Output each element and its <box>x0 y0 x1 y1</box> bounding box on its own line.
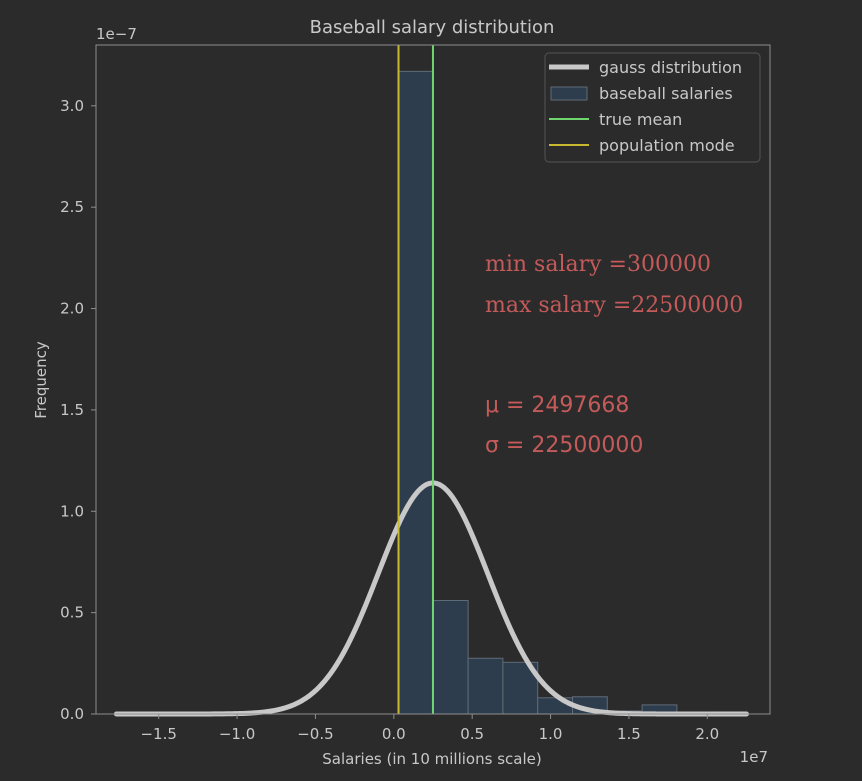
legend: gauss distribution baseball salaries tru… <box>544 52 761 163</box>
histogram-bars <box>398 70 747 715</box>
legend-box <box>544 52 761 163</box>
axes-layer: −1.5 −1.0 −0.5 0.0 0.5 1.0 1.5 2.0 0.0 0.5 1.0 1.5 2… <box>60 44 771 743</box>
x-tick-label-6: 1.5 <box>617 725 641 743</box>
y-axis-label: Frequency <box>32 341 50 419</box>
y-tick-label-3: 1.5 <box>60 401 84 419</box>
x-tick-label-0: −1.5 <box>140 725 176 743</box>
y-tick-label-4: 2.0 <box>60 300 84 318</box>
histogram-bar-2 <box>467 657 504 715</box>
y-tick-label-6: 3.0 <box>60 97 84 115</box>
legend-mean-label: true mean <box>599 110 682 129</box>
y-offset-label: 1e−7 <box>96 25 137 43</box>
legend-gauss-label: gauss distribution <box>599 58 742 77</box>
x-axis-label: Salaries (in 10 millions scale) <box>322 750 541 768</box>
x-tick-label-3: 0.0 <box>382 725 406 743</box>
annotations: min salary =300000 max salary =22500000 … <box>485 252 743 458</box>
x-tick-label-2: −0.5 <box>297 725 333 743</box>
histogram-bar-1 <box>432 599 469 715</box>
annotation-min-salary: min salary =300000 <box>485 252 711 277</box>
legend-salaries-label: baseball salaries <box>599 84 733 103</box>
y-tick-label-0: 0.0 <box>60 705 84 723</box>
y-tick-label-2: 1.0 <box>60 502 84 520</box>
legend-salaries-swatch <box>550 86 588 101</box>
x-tick-label-1: −1.0 <box>219 725 255 743</box>
y-tick-label-5: 2.5 <box>60 198 84 216</box>
vertical-lines-layer <box>397 45 434 714</box>
annotation-max-salary: max salary =22500000 <box>485 293 743 318</box>
legend-mode-label: population mode <box>599 136 735 155</box>
annotation-sigma: σ = 22500000 <box>485 433 643 458</box>
x-tick-label-5: 1.0 <box>539 725 563 743</box>
x-tick-label-7: 2.0 <box>695 725 719 743</box>
histogram-bar-0 <box>398 70 434 715</box>
plot-frame <box>95 44 771 715</box>
x-offset-label: 1e7 <box>740 748 768 766</box>
x-tick-label-4: 0.5 <box>460 725 484 743</box>
y-tick-label-1: 0.5 <box>60 604 84 622</box>
annotation-mu: μ = 2497668 <box>485 393 629 418</box>
chart-title: Baseball salary distribution <box>310 17 555 38</box>
